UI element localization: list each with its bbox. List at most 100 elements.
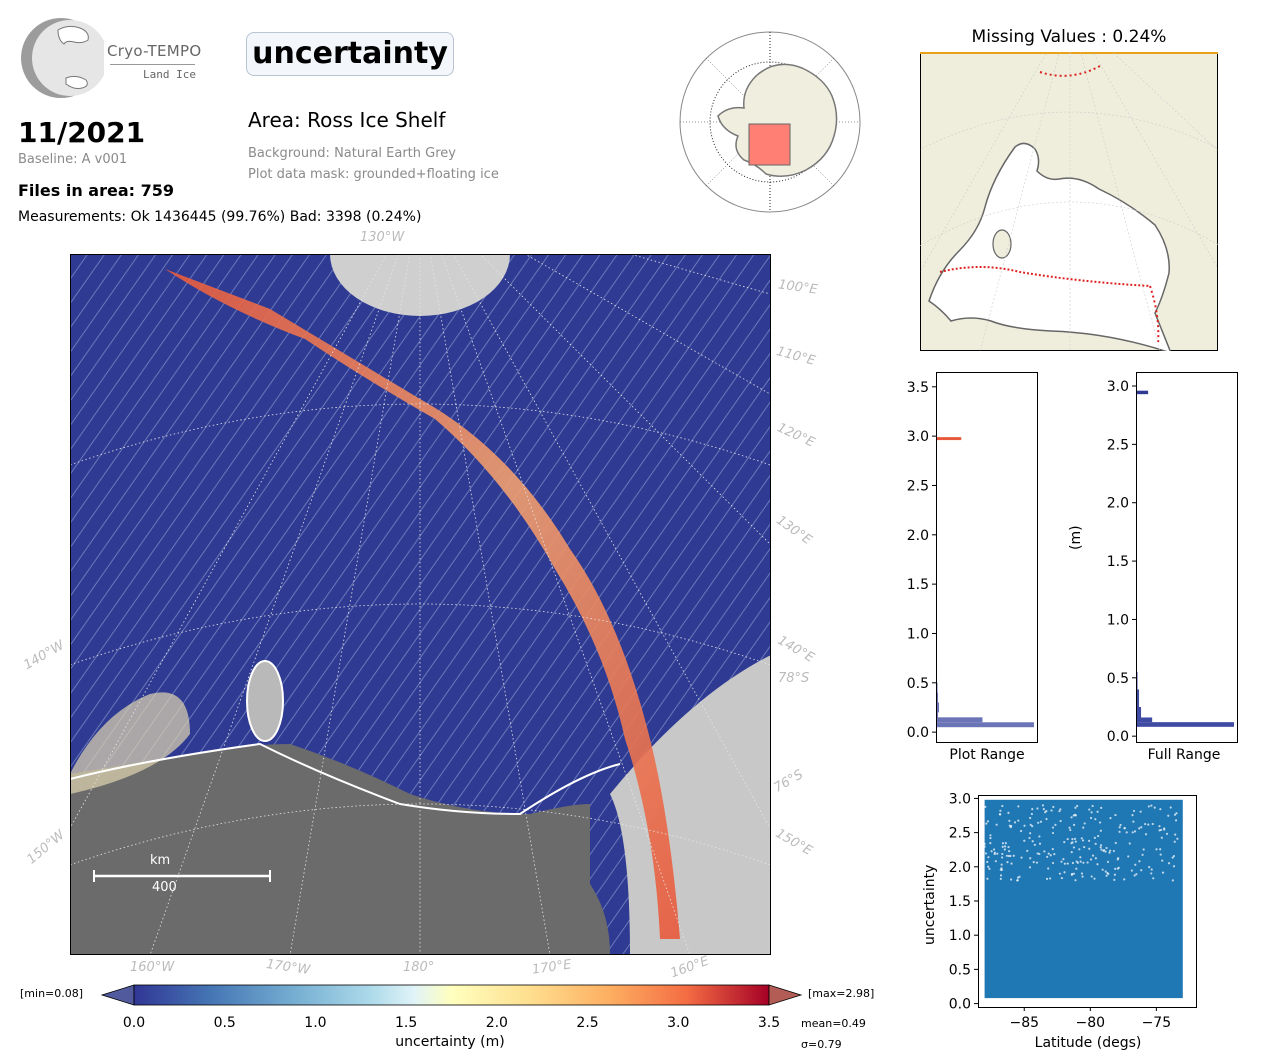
scatter-gap — [1070, 842, 1073, 845]
scatter-gap — [1133, 830, 1137, 833]
scatter-gap — [1075, 860, 1078, 863]
map-label-right-4: 140°E — [774, 633, 817, 666]
scatter-gap — [1088, 808, 1091, 811]
scatter-gap — [1133, 874, 1136, 877]
histogram-full-range: 0.0 0.5 1.0 1.5 2.0 2.5 3.0 — [1107, 372, 1238, 745]
scatter-gap — [999, 868, 1002, 871]
scatter-gap — [1047, 852, 1050, 855]
scatter-gap — [1099, 846, 1102, 849]
scatter-gap — [1127, 855, 1130, 858]
scatter-gap — [1118, 826, 1121, 829]
scatter-gap — [1035, 861, 1039, 864]
histogram-bar — [936, 692, 939, 703]
scatter-gap — [1082, 826, 1085, 829]
map-label-top: 130°W — [360, 230, 405, 245]
scatter-gap — [1039, 820, 1043, 823]
scatter-gap — [1083, 822, 1086, 825]
scatter-gap — [1094, 818, 1097, 821]
scatter-gap — [1009, 854, 1012, 858]
scatter-gap — [986, 860, 989, 864]
scatter-xtick-label: −85 — [1009, 1015, 1039, 1031]
colorbar-tick: 2.0 — [485, 1015, 508, 1031]
histogram-full-range-xlabel: Full Range — [1147, 747, 1221, 763]
colorbar-tick: 3.0 — [667, 1015, 690, 1031]
scatter-gap — [1038, 835, 1041, 838]
scatter-gap — [1131, 831, 1134, 834]
measurements: Measurements: Ok 1436445 (99.76%) Bad: 3… — [18, 209, 422, 225]
colorbar-sigma: σ=0.79 — [801, 1038, 842, 1051]
histogram-ytick-label: 2.5 — [907, 478, 929, 494]
map-label-bottom-4: 160°E — [668, 953, 711, 982]
scatter-gap — [1063, 862, 1066, 865]
colorbar-max: [max=2.98] — [808, 987, 875, 1000]
histogram-frame — [936, 372, 1038, 743]
scatter-gap — [1134, 863, 1137, 866]
scatter-gap — [1094, 842, 1097, 845]
map-label-bottom-3: 170°E — [531, 957, 573, 978]
map-label-bottom-1: 170°W — [265, 956, 312, 979]
scatter-gap — [1032, 861, 1035, 864]
scatter-gap — [1163, 827, 1166, 830]
colorbar-label: uncertainty (m) — [395, 1034, 505, 1050]
scatter-gap — [1012, 854, 1015, 857]
scatter-gap — [1045, 809, 1048, 813]
scatter-gap — [1045, 817, 1048, 821]
scatter-gap — [1167, 814, 1170, 817]
baseline: Baseline: A v001 — [18, 152, 128, 167]
scatter-gap — [1109, 816, 1112, 820]
scatter-gap — [1082, 861, 1085, 864]
scatter-gap — [1105, 846, 1108, 850]
scatter-gap — [1175, 812, 1178, 815]
scatter-gap — [1123, 827, 1126, 830]
scatter-gap — [1068, 826, 1071, 829]
scatter-gap — [1001, 852, 1004, 856]
scatter-gap — [1128, 842, 1131, 845]
histogram-ytick-label: 0.5 — [1107, 671, 1129, 687]
scatter-gap — [1031, 840, 1034, 843]
scatter-gap — [1097, 834, 1100, 838]
scatter-gap — [1172, 865, 1176, 868]
scatter-gap — [1119, 823, 1122, 827]
scatter-gap — [984, 852, 988, 855]
scatter-gap — [1114, 841, 1117, 845]
scatter-gap — [987, 865, 990, 868]
scale-bar-unit: km — [150, 853, 171, 868]
scatter-gap — [1086, 861, 1089, 864]
scatter-gap — [989, 841, 992, 845]
map-label-right-3: 130°E — [773, 513, 815, 548]
scatter-gap — [1096, 863, 1099, 866]
histogram-bar — [1136, 390, 1149, 395]
scatter-xtick-label: −80 — [1076, 1015, 1106, 1031]
histogram-ytick-label: 1.0 — [907, 626, 929, 642]
uncertainty-map — [70, 254, 771, 955]
scatter-gap — [1072, 814, 1075, 817]
map-label-right-6: 76°S — [771, 767, 806, 796]
antarctica-locator-map — [679, 31, 861, 213]
scatter-gap — [1054, 823, 1057, 826]
histogram-bar — [1136, 689, 1140, 707]
scatter-gap — [1058, 872, 1062, 875]
scatter-gap — [1174, 833, 1177, 836]
scatter-gap — [1106, 860, 1110, 863]
scatter-gap — [1106, 871, 1109, 875]
scatter-gap — [1051, 848, 1054, 851]
scatter-ytick-label: 2.5 — [949, 826, 971, 842]
histogram-full-range-ylabel: (m) — [1068, 525, 1084, 550]
map-label-bottom-0: 160°W — [130, 960, 175, 975]
scatter-gap — [1071, 861, 1075, 865]
scatter-gap — [1066, 837, 1069, 841]
scatter-gap — [1090, 875, 1093, 878]
scatter-gap — [1073, 837, 1077, 840]
scatter-gap — [1009, 826, 1012, 829]
scatter-gap — [992, 848, 996, 851]
scatter-gap — [1023, 839, 1026, 842]
logo-divider — [110, 64, 195, 65]
scatter-gap — [998, 813, 1001, 816]
scatter-gap — [1151, 822, 1154, 826]
scatter-gap — [1063, 841, 1066, 844]
scatter-ytick-label: 0.0 — [949, 997, 971, 1013]
scatter-gap — [1144, 822, 1147, 826]
missing-values-map — [920, 52, 1218, 351]
scatter-gap — [1104, 870, 1107, 873]
scatter-gap — [1081, 839, 1085, 842]
